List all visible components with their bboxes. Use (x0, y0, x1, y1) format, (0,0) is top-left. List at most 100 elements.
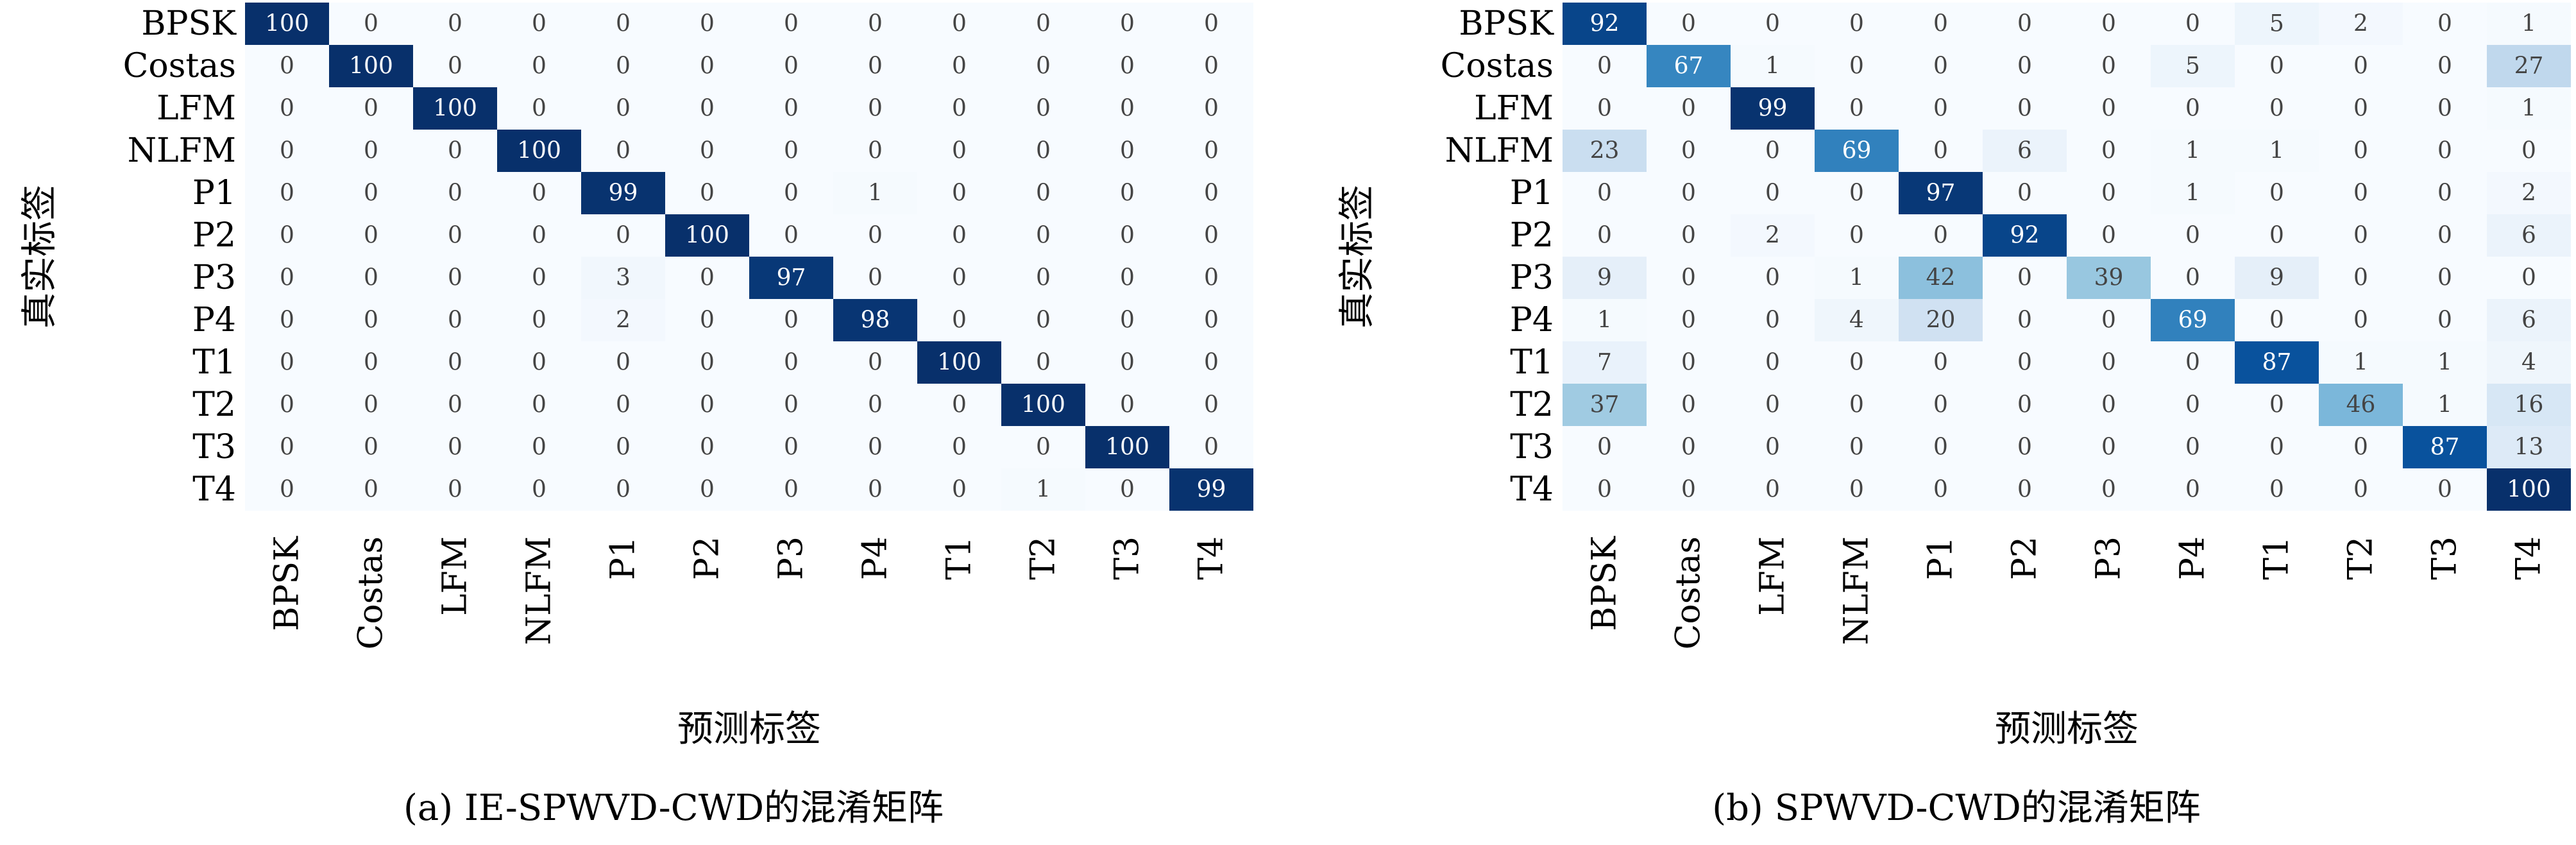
heatmap-cell (2487, 214, 2571, 257)
heatmap-cell (497, 3, 581, 45)
heatmap-cell (833, 384, 917, 426)
cell-value-label: 0 (784, 11, 799, 37)
cell-value-label: 0 (616, 53, 631, 80)
cell-value-label: 0 (1933, 477, 1948, 503)
heatmap-cell (1085, 172, 1169, 214)
heatmap-cell (581, 468, 665, 511)
cell-value-label: 0 (1681, 180, 1696, 207)
heatmap-cell (2487, 3, 2571, 45)
heatmap-cell (917, 3, 1001, 45)
cell-value-label: 0 (1204, 350, 1219, 376)
heatmap-cell (1899, 87, 1983, 130)
heatmap-cell (2067, 299, 2151, 341)
cell-value-label: 2 (1765, 223, 1780, 249)
cell-value-label: 0 (448, 392, 462, 418)
heatmap-cell (329, 299, 413, 341)
cell-value-label: 0 (1204, 307, 1219, 334)
cell-value-label: 0 (1120, 307, 1135, 334)
x-tick-label: T2 (2342, 536, 2380, 580)
cell-value-label: 0 (2437, 265, 2452, 291)
cell-value-label: 0 (364, 477, 378, 503)
heatmap-cell (1169, 87, 1253, 130)
cell-value-label: 0 (616, 434, 631, 461)
cell-value-label: 0 (2185, 223, 2200, 249)
heatmap-cell (665, 426, 749, 468)
heatmap-cell (1169, 130, 1253, 172)
cell-value-label: 0 (868, 434, 883, 461)
heatmap-cell (833, 426, 917, 468)
cell-value-label: 0 (1933, 138, 1948, 164)
cell-value-label: 0 (2437, 11, 2452, 37)
heatmap-cell (497, 299, 581, 341)
cell-value-label: 0 (2353, 265, 2368, 291)
heatmap-cell (833, 130, 917, 172)
cell-value-label: 1 (1597, 307, 1612, 334)
heatmap-cell (1899, 299, 1983, 341)
heatmap-cell (2403, 341, 2487, 384)
heatmap-cell (1731, 172, 1815, 214)
cell-value-label: 0 (616, 11, 631, 37)
heatmap-cell (581, 341, 665, 384)
cell-value-label: 6 (2521, 223, 2536, 249)
heatmap-cell (413, 426, 497, 468)
cell-value-label: 0 (784, 477, 799, 503)
cell-value-label: 0 (448, 477, 462, 503)
cell-value-label: 0 (1681, 11, 1696, 37)
cell-value-label: 0 (1849, 53, 1864, 80)
cell-value-label: 0 (532, 307, 547, 334)
cell-value-label: 99 (1758, 96, 1788, 122)
heatmap-cell (245, 257, 329, 299)
cell-value-label: 0 (532, 223, 547, 249)
heatmap-cell (749, 257, 833, 299)
cell-value-label: 0 (2185, 392, 2200, 418)
cell-value-label: 0 (280, 434, 294, 461)
heatmap-cell (749, 426, 833, 468)
heatmap-cell (2487, 87, 2571, 130)
cell-value-label: 0 (1120, 96, 1135, 122)
y-tick-label: T2 (1510, 386, 1554, 424)
heatmap-cell (1899, 214, 1983, 257)
cell-value-label: 0 (1765, 434, 1780, 461)
heatmap-cell (2487, 468, 2571, 511)
heatmap-cell (413, 172, 497, 214)
cell-value-label: 0 (1597, 434, 1612, 461)
heatmap-cell (2403, 299, 2487, 341)
cell-value-label: 1 (2437, 392, 2452, 418)
heatmap-cell (2235, 384, 2319, 426)
heatmap-cell (2487, 299, 2571, 341)
heatmap-cell (2151, 257, 2235, 299)
heatmap-cell (1731, 45, 1815, 87)
cell-value-label: 0 (1120, 265, 1135, 291)
cell-value-label: 0 (1204, 180, 1219, 207)
heatmap-cell (2319, 468, 2403, 511)
cell-value-label: 87 (2262, 350, 2292, 376)
heatmap-cell (1983, 384, 2067, 426)
cell-value-label: 0 (952, 307, 967, 334)
cell-value-label: 0 (2017, 96, 2032, 122)
heatmap-cell (1085, 257, 1169, 299)
heatmap-cell (1001, 341, 1085, 384)
cell-value-label: 0 (364, 180, 378, 207)
cell-value-label: 0 (1765, 138, 1780, 164)
heatmap-cell (1815, 214, 1899, 257)
y-tick-label: NLFM (1445, 132, 1554, 170)
heatmap-cell (1085, 384, 1169, 426)
cell-value-label: 0 (1204, 265, 1219, 291)
cell-value-label: 69 (2178, 307, 2208, 334)
cell-value-label: 0 (2185, 96, 2200, 122)
heatmap-cell (1731, 3, 1815, 45)
heatmap-cell (2403, 172, 2487, 214)
y-tick-label: P2 (192, 216, 236, 255)
heatmap-cell (833, 45, 917, 87)
heatmap-cell (2067, 426, 2151, 468)
cell-value-label: 0 (364, 96, 378, 122)
heatmap-cell (1815, 130, 1899, 172)
heatmap-cell (497, 172, 581, 214)
heatmap-cell (1731, 130, 1815, 172)
cell-value-label: 0 (1120, 180, 1135, 207)
heatmap-cell (1647, 172, 1731, 214)
heatmap-cell (917, 172, 1001, 214)
x-tick-label: P2 (2006, 536, 2044, 580)
heatmap-cell (497, 384, 581, 426)
heatmap-cell (665, 299, 749, 341)
